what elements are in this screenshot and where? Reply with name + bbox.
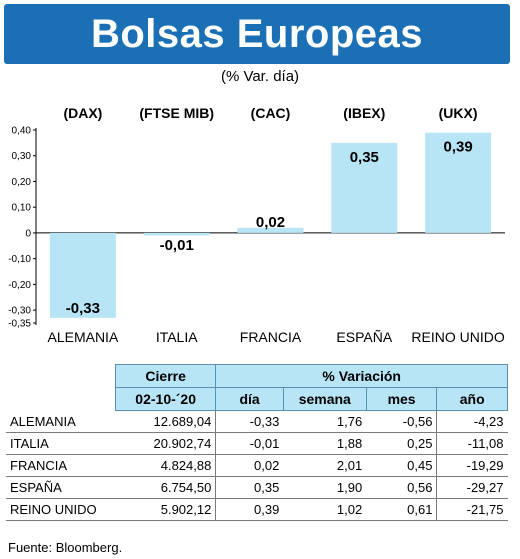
table-row: FRANCIA 4.824,88 0,02 2,01 0,45 -19,29: [6, 454, 508, 477]
index-label: (IBEX): [343, 105, 385, 121]
table-cell-value: -0,56: [366, 410, 438, 433]
table-cell-value: -4,23: [436, 410, 508, 433]
table-cell-value: 1,88: [283, 432, 367, 455]
table-cell-country: FRANCIA: [6, 454, 116, 477]
title-banner: Bolsas Europeas: [4, 4, 510, 64]
table-cell-value: 0,35: [215, 476, 284, 499]
y-tick-label: 0,40: [12, 126, 32, 137]
table-cell-value: -19,29: [436, 454, 508, 477]
table-cell-country: REINO UNIDO: [6, 498, 116, 521]
table-cell-value: 1,76: [283, 410, 367, 433]
data-label: 0,35: [350, 149, 379, 166]
data-label: -0,33: [66, 300, 100, 317]
table-cell-value: 0,45: [366, 454, 438, 477]
table-cell-country: ITALIA: [6, 432, 116, 455]
bar: [425, 132, 492, 233]
table-cell-value: 2,01: [283, 454, 367, 477]
table-row: ALEMANIA 12.689,04 -0,33 1,76 -0,56 -4,23: [6, 410, 508, 433]
chart-title: Bolsas Europeas: [90, 11, 424, 56]
table-cell-value: 0,02: [215, 454, 284, 477]
bar: [331, 142, 398, 233]
data-label: 0,02: [256, 214, 285, 231]
y-tick-label: -0,35: [8, 319, 31, 330]
table-subheader-ano: año: [436, 387, 508, 411]
table-cell-value: -0,01: [215, 432, 284, 455]
y-tick-label: 0,10: [12, 203, 32, 214]
y-tick-label: 0: [25, 228, 31, 239]
y-tick-label: -0,10: [8, 254, 31, 265]
table-cell-value: -29,27: [436, 476, 508, 499]
table-cell-value: 4.824,88: [115, 454, 217, 477]
category-label: ALEMANIA: [47, 329, 118, 345]
table-subheader-dia: día: [215, 387, 284, 411]
table-subheader-empty: [6, 387, 116, 411]
category-label: ITALIA: [156, 329, 198, 345]
data-label: -0,01: [160, 237, 194, 254]
table-row: ESPAÑA 6.754,50 0,35 1,90 0,56 -29,27: [6, 476, 508, 499]
table-header-cierre: Cierre: [114, 364, 217, 388]
table-cell-value: 0,61: [366, 498, 438, 521]
index-label: (DAX): [63, 105, 102, 121]
table-cell-value: 12.689,04: [115, 410, 217, 433]
table-cell-value: 20.902,74: [115, 432, 217, 455]
table-cell-value: -21,75: [436, 498, 508, 521]
table-cell-value: 0,56: [366, 476, 438, 499]
category-label: FRANCIA: [240, 329, 302, 345]
bar: [143, 232, 210, 236]
data-label: 0,39: [443, 139, 472, 156]
index-label: (UKX): [439, 105, 478, 121]
bar: [49, 232, 116, 318]
bar: [237, 227, 304, 233]
data-table: Cierre % Variación 02-10-´20 día semana …: [6, 364, 508, 521]
table-cell-country: ALEMANIA: [6, 410, 116, 433]
y-tick-label: 0,30: [12, 151, 32, 162]
table-row: REINO UNIDO 5.902,12 0,39 1,02 0,61 -21,75: [6, 498, 508, 521]
table-cell-value: -0,33: [215, 410, 284, 433]
table-header-empty: [6, 364, 116, 388]
y-tick-label: 0,20: [12, 177, 32, 188]
table-subheader-mes: mes: [365, 387, 438, 411]
index-label: (FTSE MIB): [139, 105, 214, 121]
bar-chart: 0,40 0,30 0,20 0,10 0 -0,10 -0,20 -0,30 -0,35 (DA…: [8, 105, 505, 345]
y-tick-label: -0,30: [8, 306, 31, 317]
chart-subtitle: (% Var. día): [220, 68, 300, 85]
table-row: ITALIA 20.902,74 -0,01 1,88 0,25 -11,08: [6, 432, 508, 455]
table-subheader-date: 02-10-´20: [114, 387, 217, 411]
category-label: REINO UNIDO: [411, 329, 504, 345]
source-note: Fuente: Bloomberg.: [8, 540, 123, 555]
table-cell-value: -11,08: [436, 432, 508, 455]
table-header-variacion: % Variación: [215, 364, 508, 388]
table-cell-value: 0,39: [215, 498, 284, 521]
y-tick-label: -0,20: [8, 280, 31, 291]
table-cell-value: 1,90: [283, 476, 367, 499]
table-cell-country: ESPAÑA: [6, 476, 116, 499]
index-label: (CAC): [251, 105, 291, 121]
category-label: ESPAÑA: [336, 329, 392, 345]
table-cell-value: 6.754,50: [115, 476, 217, 499]
table-cell-value: 5.902,12: [115, 498, 217, 521]
table-cell-value: 0,25: [366, 432, 438, 455]
table-subheader-semana: semana: [282, 387, 367, 411]
table-cell-value: 1,02: [283, 498, 367, 521]
